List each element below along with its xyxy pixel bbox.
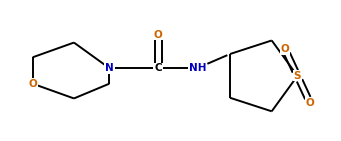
Text: C: C (154, 63, 162, 73)
Text: O: O (154, 30, 163, 40)
Text: S: S (294, 71, 301, 81)
Text: O: O (28, 79, 37, 89)
Text: N: N (105, 63, 114, 73)
Text: O: O (281, 44, 290, 54)
Text: O: O (306, 98, 314, 108)
Text: NH: NH (189, 63, 206, 73)
